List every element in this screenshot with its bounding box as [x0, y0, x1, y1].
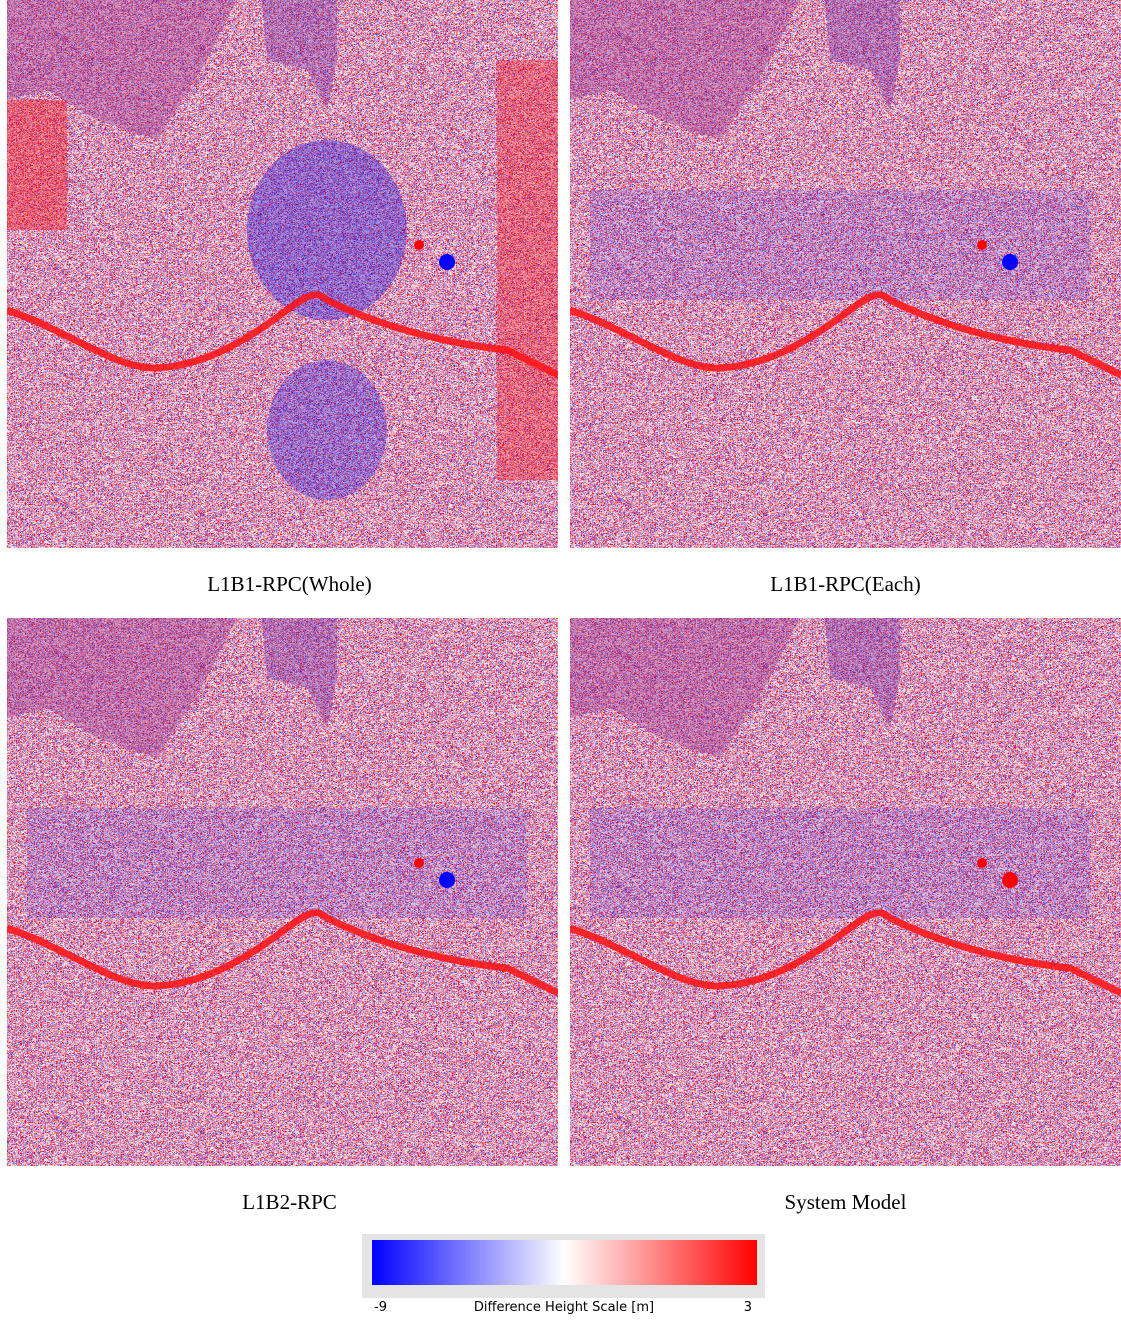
noise-texture	[570, 0, 1121, 548]
river	[570, 909, 1121, 997]
blue-zone	[590, 808, 1090, 918]
panel-caption: System Model	[785, 1190, 907, 1214]
feature	[439, 254, 455, 270]
feature	[1002, 254, 1018, 270]
red-edge	[7, 100, 67, 230]
hill-region	[825, 0, 900, 110]
blue-zone	[267, 360, 387, 500]
hill-region	[7, 0, 237, 140]
blue-zone	[590, 190, 1090, 300]
noise-texture	[570, 618, 1121, 1166]
colorbar-label: Difference Height Scale [m]	[474, 1300, 654, 1315]
panel-caption: L1B1-RPC(Each)	[770, 572, 920, 596]
hill-region	[570, 618, 800, 758]
image-panel: System Model	[570, 618, 1121, 1214]
image-panel: L1B1-RPC(Whole)	[7, 0, 558, 596]
feature	[414, 240, 424, 250]
hill-region	[825, 618, 900, 728]
panels: L1B1-RPC(Whole) L1B1-RPC(Each) L1B2-RPC Sys…	[7, 0, 1121, 1214]
image-content	[7, 618, 558, 1166]
red-edge	[497, 60, 558, 480]
blue-zone	[247, 140, 407, 320]
noise-texture	[7, 618, 558, 1166]
colorbar: -9 Difference Height Scale [m] 3	[362, 1234, 765, 1315]
image-panel: L1B1-RPC(Each)	[570, 0, 1121, 596]
river	[7, 291, 558, 379]
colorbar-gradient	[372, 1240, 757, 1285]
hill-region	[570, 0, 800, 140]
feature	[1002, 872, 1018, 888]
noise-texture	[7, 0, 558, 548]
hill-region	[262, 618, 337, 728]
panel-caption: L1B2-RPC	[242, 1190, 337, 1214]
colorbar-min: -9	[374, 1300, 387, 1315]
colorbar-max: 3	[744, 1300, 752, 1315]
feature	[977, 858, 987, 868]
river	[570, 291, 1121, 379]
river	[7, 909, 558, 997]
image-panel: L1B2-RPC	[7, 618, 558, 1214]
panel-caption: L1B1-RPC(Whole)	[207, 572, 371, 596]
hill-region	[262, 0, 337, 110]
feature	[439, 872, 455, 888]
hill-region	[7, 618, 237, 758]
image-content	[570, 618, 1121, 1166]
blue-zone	[27, 808, 527, 918]
image-content	[7, 0, 558, 548]
feature	[977, 240, 987, 250]
image-content	[570, 0, 1121, 548]
feature	[414, 858, 424, 868]
